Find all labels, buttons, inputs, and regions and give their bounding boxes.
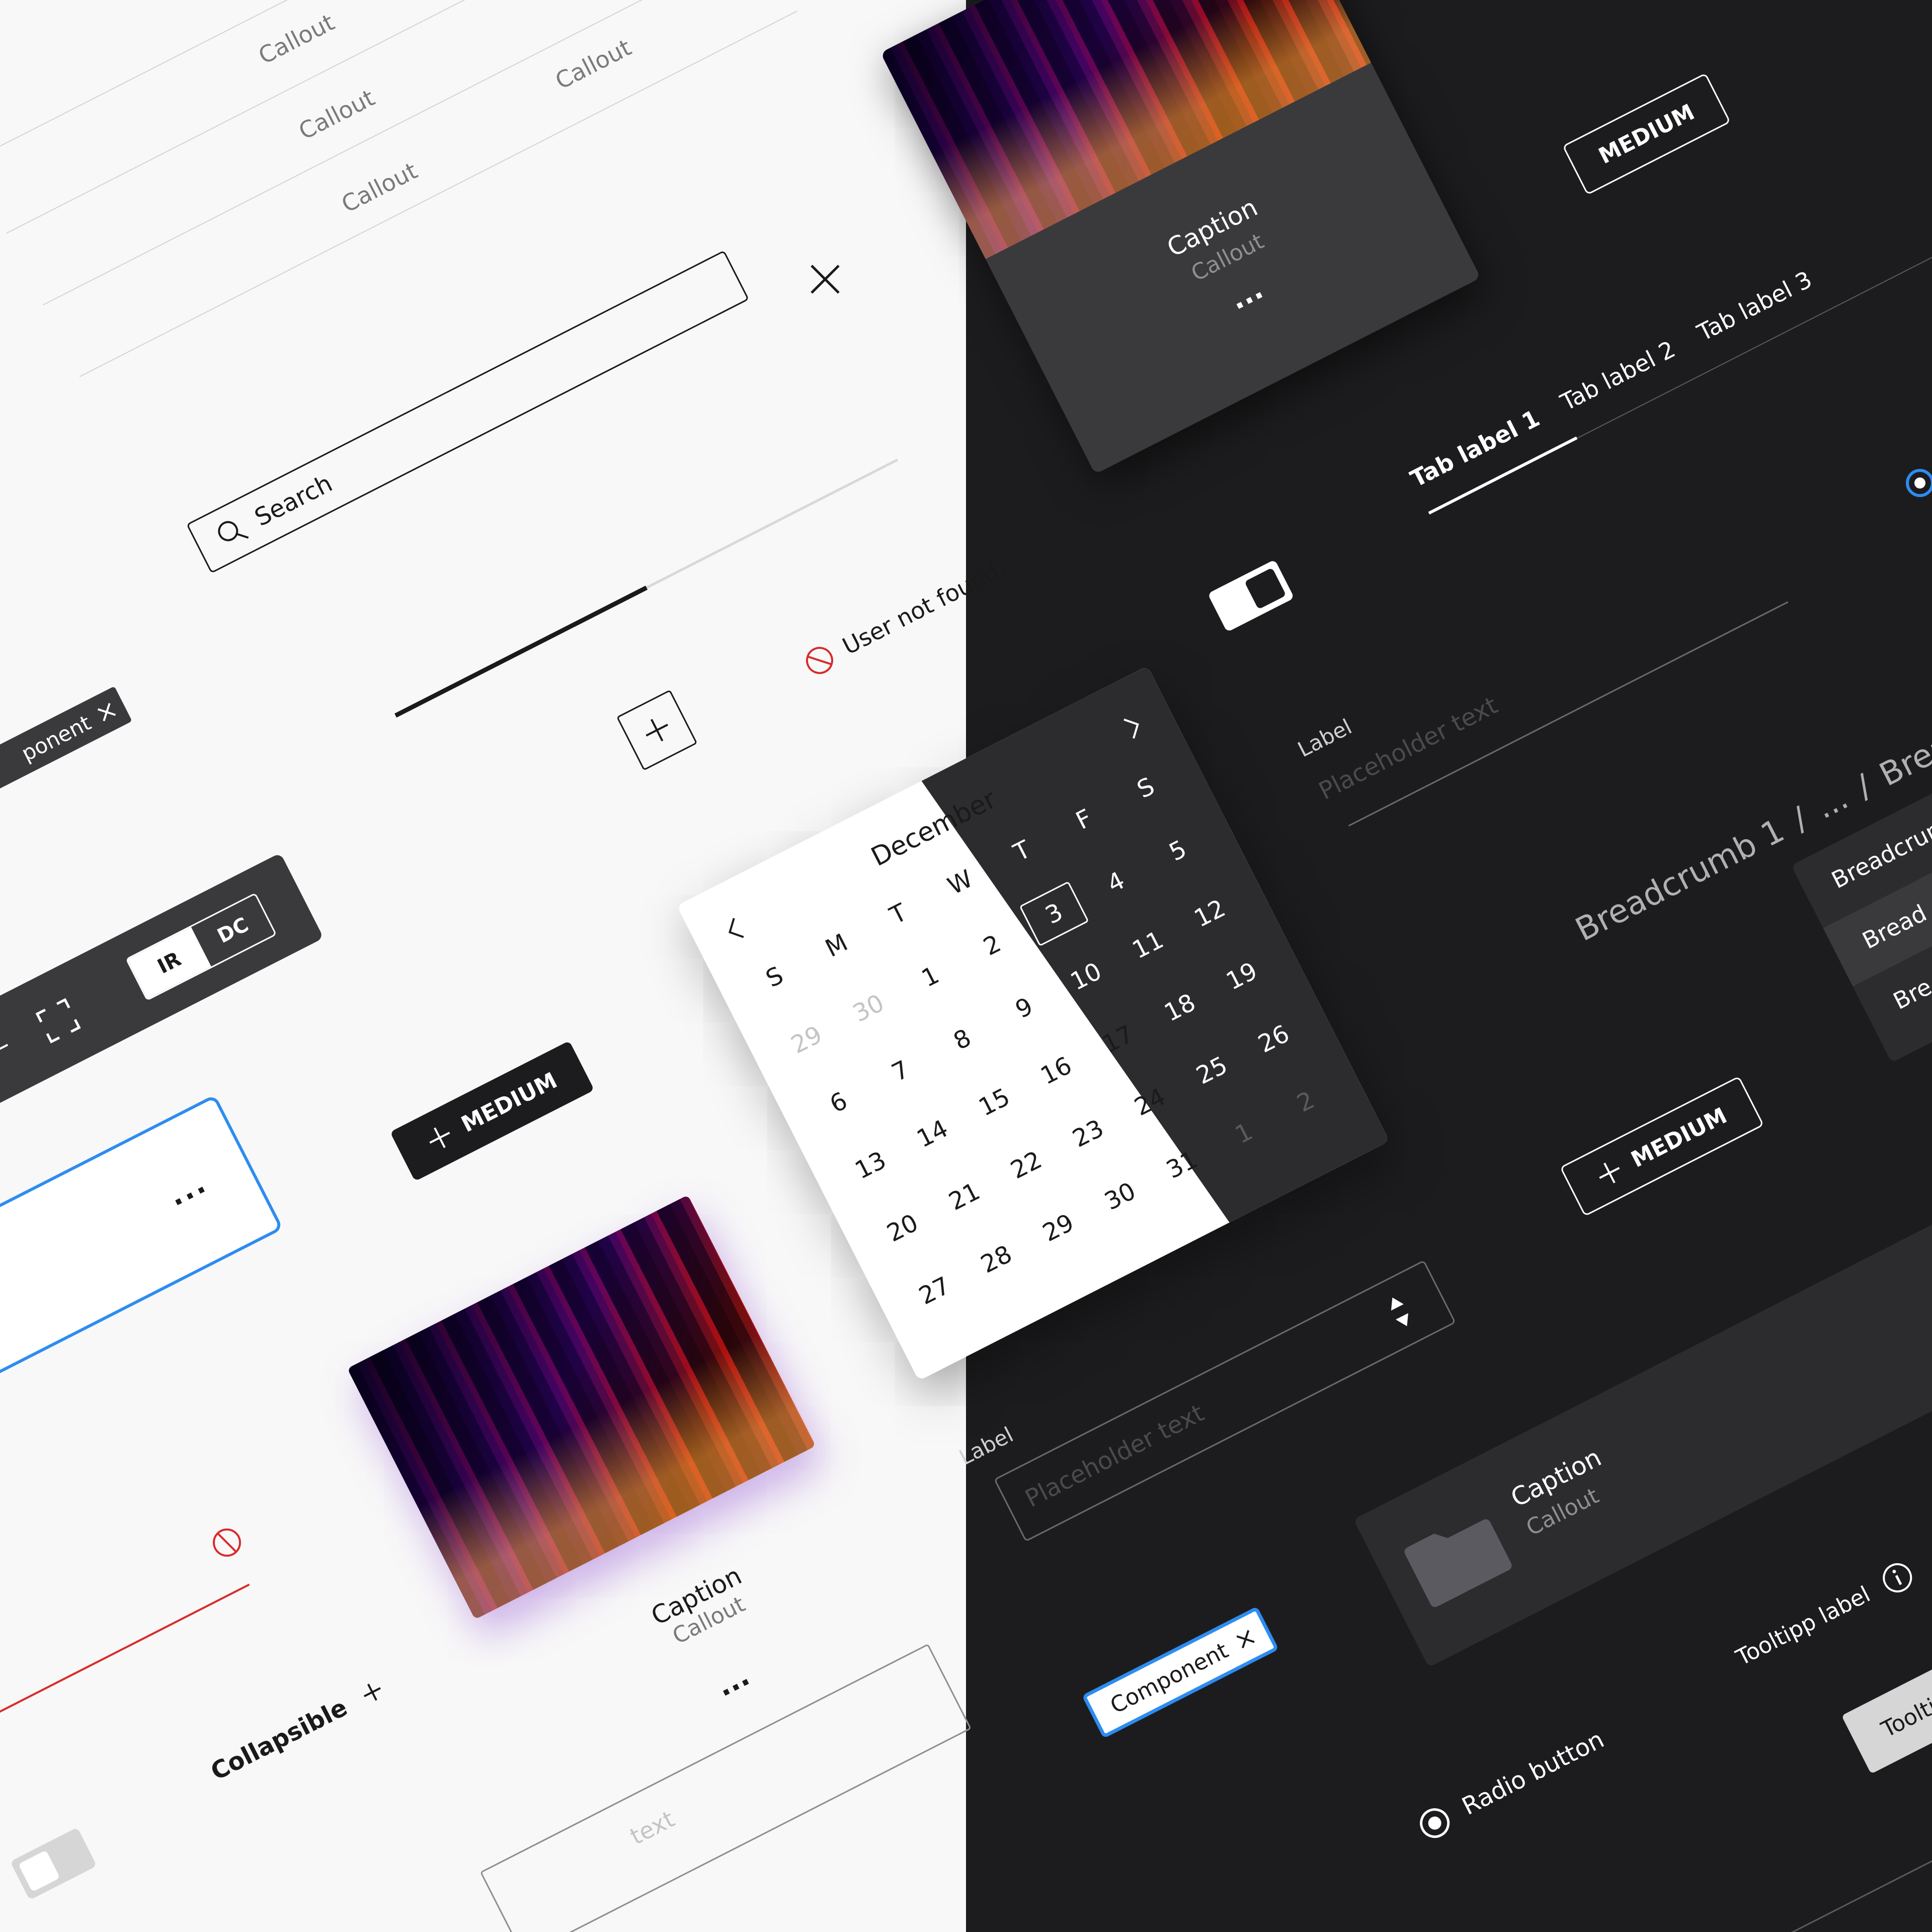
minus-icon[interactable] <box>0 1043 9 1056</box>
plus-icon <box>1593 1157 1626 1189</box>
toggle-knob <box>18 1850 60 1892</box>
info-icon[interactable] <box>1877 1557 1918 1598</box>
plus-icon <box>638 711 676 749</box>
close-icon[interactable] <box>1233 1626 1258 1652</box>
toggle-knob <box>1244 568 1286 610</box>
plus-icon <box>424 1121 456 1154</box>
radio-selected-icon <box>1414 1802 1456 1844</box>
close-icon[interactable] <box>94 699 119 725</box>
plus-icon <box>359 1678 386 1706</box>
chevron-left-icon[interactable] <box>719 914 749 946</box>
menu-item[interactable]: Bre <box>1889 973 1932 1015</box>
more-options-icon[interactable]: ··· <box>167 1172 216 1220</box>
tooltip-text: Toolti <box>1877 1693 1932 1743</box>
search-icon <box>211 512 252 553</box>
fullscreen-icon[interactable] <box>35 997 82 1044</box>
breadcrumb-separator: / <box>1850 767 1878 806</box>
chevron-right-icon[interactable] <box>1118 711 1148 743</box>
sort-arrows-icon <box>1382 1290 1418 1334</box>
folder-icon <box>1401 1505 1513 1608</box>
breadcrumb-separator: / <box>1787 800 1814 839</box>
blocked-icon <box>800 641 839 680</box>
